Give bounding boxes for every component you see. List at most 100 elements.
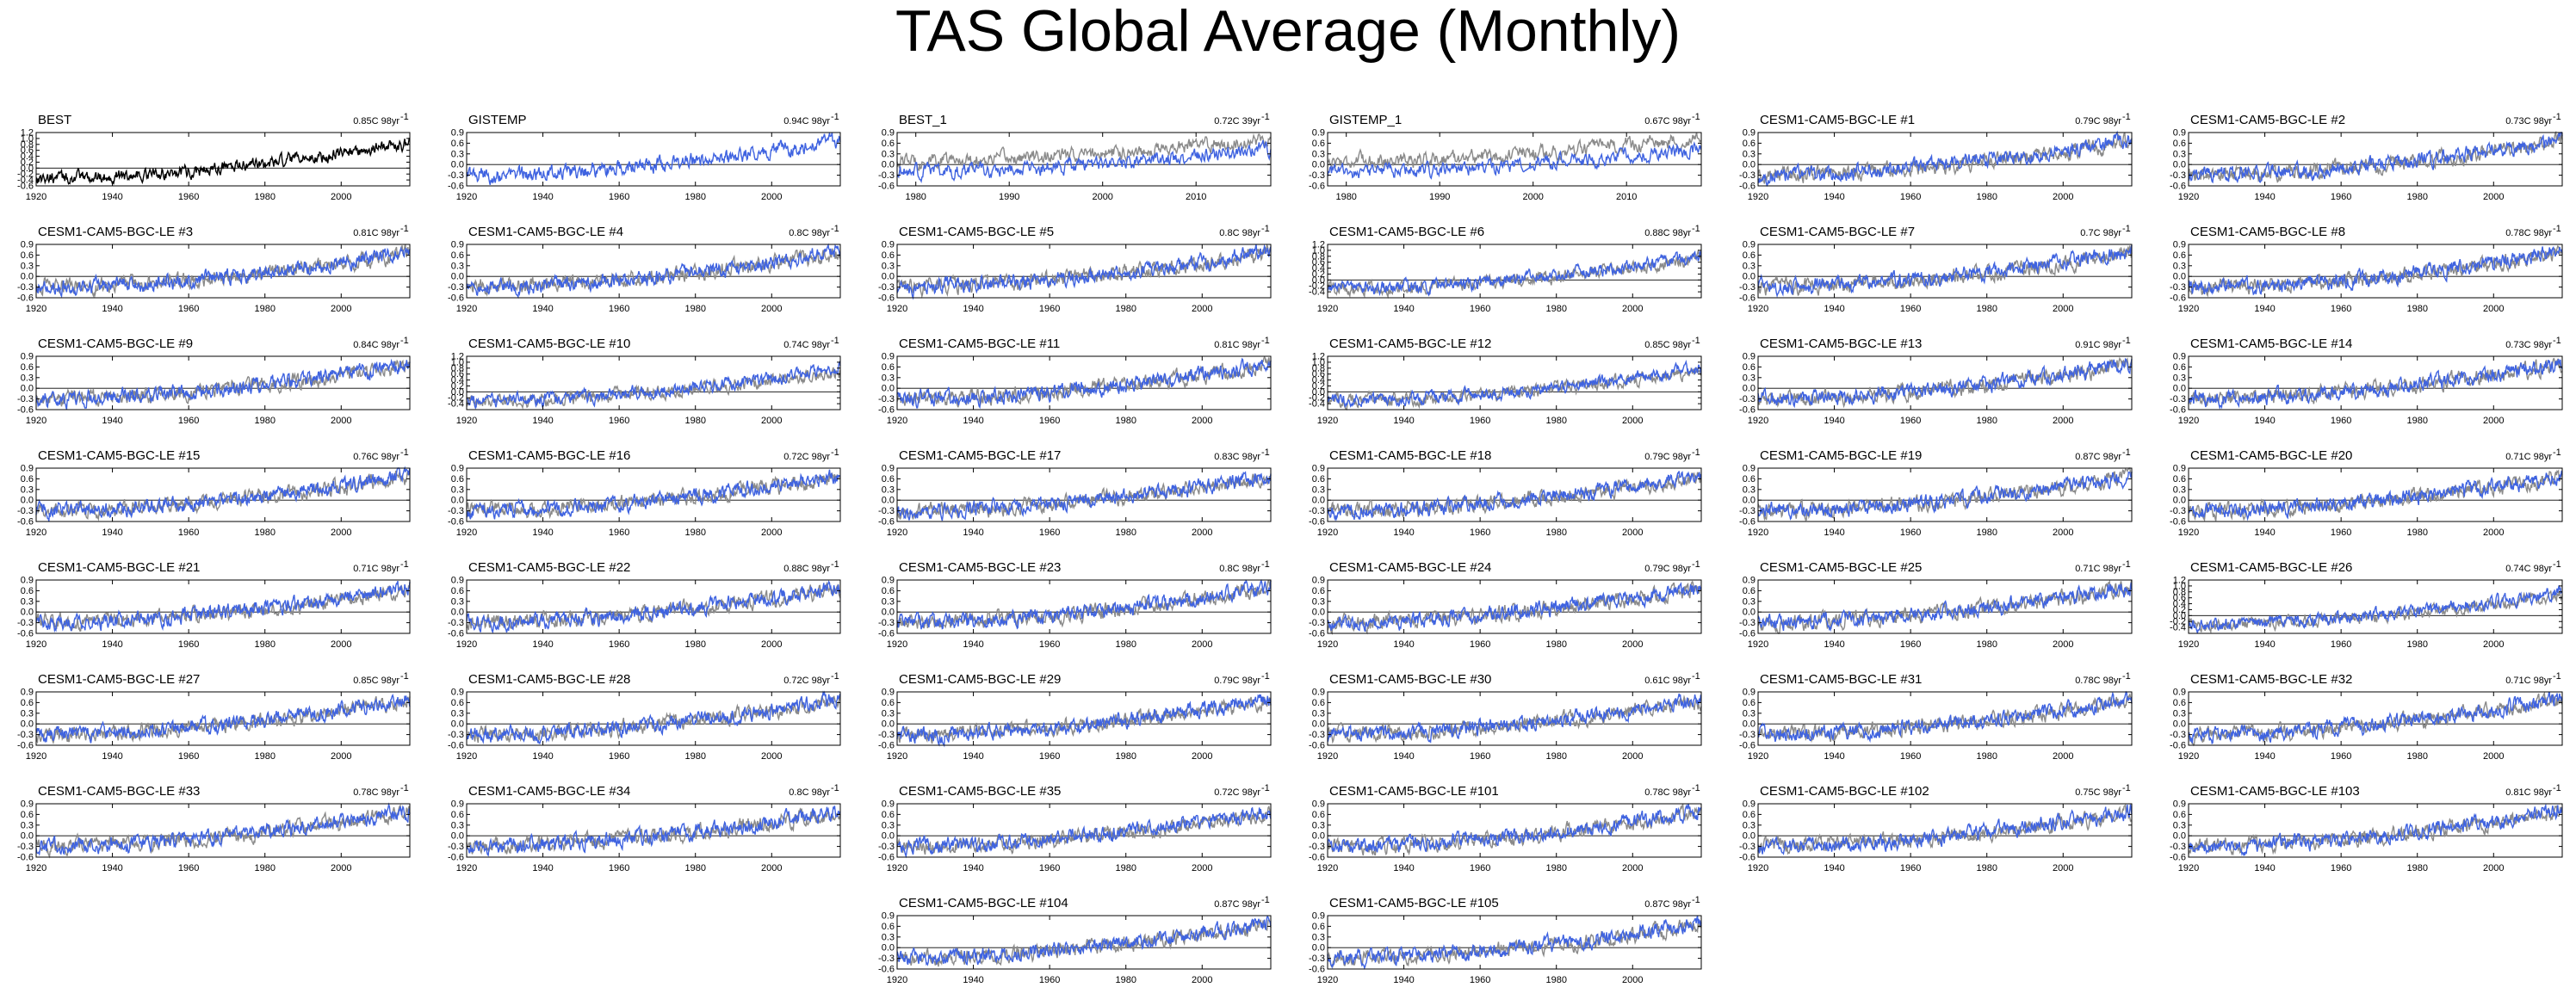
y-tick-label: 0.3 [1743, 373, 1756, 383]
x-tick-label: 2000 [2483, 863, 2504, 873]
x-tick-label: 1940 [963, 751, 983, 762]
panel-title: CESM1-CAM5-BGC-LE #12 [1329, 336, 1491, 351]
panel-trend-exponent: -1 [400, 336, 409, 346]
y-tick-label: -0.6 [878, 853, 895, 863]
panel-trend: 0.88C 98yr [1644, 228, 1691, 238]
x-tick-label: 1920 [456, 416, 477, 426]
x-tick-label: 1960 [1900, 528, 1921, 538]
y-tick-label: -0.6 [1309, 741, 1325, 751]
y-tick-label: -0.6 [448, 741, 464, 751]
x-tick-label: 1940 [1824, 416, 1844, 426]
panel-trend-exponent: -1 [1692, 112, 1700, 122]
x-tick-label: 1960 [1470, 863, 1490, 873]
plot-frame [35, 803, 411, 858]
series-line [466, 472, 841, 520]
series-line [466, 580, 841, 634]
panel-trend-exponent: -1 [2122, 559, 2131, 570]
panel-title: CESM1-CAM5-BGC-LE #102 [1760, 784, 1929, 799]
y-tick-label: 0.6 [1743, 474, 1756, 484]
panel-trend: 0.94C 98yr [783, 116, 830, 127]
y-tick-label: -0.6 [878, 629, 895, 639]
x-tick-label: 1960 [1900, 192, 1921, 202]
x-tick-label: 1920 [2178, 192, 2199, 202]
y-tick-label: 0.0 [2173, 719, 2186, 730]
x-tick-label: 1920 [456, 751, 477, 762]
y-tick-label: 0.0 [882, 272, 895, 282]
chart-panel: CESM1-CAM5-BGC-LE #101 0.78C 98yr -1 -0.6-0… [1309, 783, 1702, 873]
chart-panel: CESM1-CAM5-BGC-LE #32 0.71C 98yr -1 -0.6-0.… [2170, 671, 2563, 762]
y-tick-label: 0.4 [451, 375, 464, 386]
series-line [896, 917, 1272, 967]
x-tick-label: 1920 [2178, 639, 2199, 650]
y-tick-label: 0.3 [1312, 932, 1325, 942]
panel-trend-exponent: -1 [400, 671, 409, 682]
plot-frame [2188, 691, 2563, 746]
x-tick-label: 1960 [178, 304, 199, 314]
chart-panel: CESM1-CAM5-BGC-LE #21 0.71C 98yr -1 -0.6-0.… [17, 559, 411, 650]
y-tick-label: 0.9 [2173, 128, 2186, 139]
x-tick-label: 1960 [609, 416, 629, 426]
series-line [35, 802, 411, 856]
chart-panel: CESM1-CAM5-BGC-LE #5 0.8C 98yr -1-0.6-0.30… [878, 224, 1272, 314]
panel-title: CESM1-CAM5-BGC-LE #22 [468, 560, 630, 575]
chart-panel: CESM1-CAM5-BGC-LE #15 0.76C 98yr -1 -0.6-0.… [17, 447, 411, 538]
panel-trend-exponent: -1 [831, 559, 839, 570]
y-tick-label: 0.0 [451, 387, 464, 398]
chart-panel: CESM1-CAM5-BGC-LE #23 0.8C 98yr -1 -0.6-0.3… [878, 559, 1272, 650]
y-tick-label: -0.3 [1739, 618, 1756, 628]
plot-frame [1757, 355, 2133, 410]
y-tick-label: 1.2 [451, 352, 464, 362]
plot-frame [1327, 803, 1702, 858]
y-tick-label: 0.6 [451, 810, 464, 820]
series-line [466, 243, 841, 299]
x-tick-label: 1940 [532, 192, 553, 202]
x-tick-label: 1940 [2254, 416, 2275, 426]
panel-trend: 0.8C 98yr [1219, 564, 1260, 574]
x-tick-label: 1960 [1470, 304, 1490, 314]
panel-title: CESM1-CAM5-BGC-LE #104 [899, 896, 1068, 910]
series-line [896, 244, 1272, 299]
y-tick-label: 0.6 [882, 362, 895, 373]
plot-frame [1757, 803, 2133, 858]
y-tick-label: -0.6 [1309, 182, 1325, 192]
series-line [1327, 471, 1702, 522]
panel-trend: 0.76C 98yr [353, 452, 399, 462]
x-tick-label: 1920 [887, 416, 907, 426]
chart-panel: CESM1-CAM5-BGC-LE #20 0.71C 98yr -1 -0.6-0.… [2170, 447, 2563, 538]
panel-trend: 0.8C 98yr [789, 228, 830, 238]
x-tick-label: 1960 [2331, 751, 2351, 762]
plot-frame [35, 579, 411, 634]
plot-frame [1327, 244, 1702, 299]
series-line [35, 358, 411, 410]
y-tick-label: -0.3 [1309, 506, 1325, 516]
x-tick-label: 1920 [1317, 639, 1338, 650]
y-tick-label: -0.3 [17, 618, 34, 628]
x-tick-label: 1980 [254, 528, 275, 538]
y-tick-label: 0.0 [1312, 608, 1325, 618]
panel-trend-exponent: -1 [831, 112, 839, 122]
x-tick-label: 1920 [26, 639, 46, 650]
plot-frame [466, 579, 841, 634]
y-tick-label: 0.6 [2173, 362, 2186, 373]
y-tick-label: -0.6 [878, 293, 895, 304]
plot-frame [466, 355, 841, 410]
y-tick-label: 0.9 [882, 911, 895, 922]
series-line [896, 471, 1272, 522]
y-tick-label: -0.3 [1309, 170, 1325, 181]
y-tick-label: 0.3 [21, 820, 34, 830]
chart-panel: CESM1-CAM5-BGC-LE #27 0.85C 98yr -1 -0.6-0.… [17, 671, 411, 762]
x-tick-label: 1920 [887, 639, 907, 650]
y-tick-label: 0.0 [2173, 160, 2186, 170]
panel-title: CESM1-CAM5-BGC-LE #16 [468, 448, 630, 463]
y-tick-label: 0.3 [1312, 820, 1325, 830]
y-tick-label: 0.0 [1312, 719, 1325, 730]
x-tick-label: 2000 [761, 751, 782, 762]
x-tick-label: 1960 [1039, 975, 1060, 985]
panel-title: CESM1-CAM5-BGC-LE #5 [899, 225, 1054, 239]
panel-trend: 0.72C 39yr [1214, 116, 1260, 127]
panel-trend: 0.73C 98yr [2505, 116, 2552, 127]
x-tick-label: 2010 [1186, 192, 1206, 202]
panel-trend-exponent: -1 [831, 671, 839, 682]
panel-title: CESM1-CAM5-BGC-LE #105 [1329, 896, 1499, 910]
y-tick-label: 0.3 [451, 261, 464, 271]
